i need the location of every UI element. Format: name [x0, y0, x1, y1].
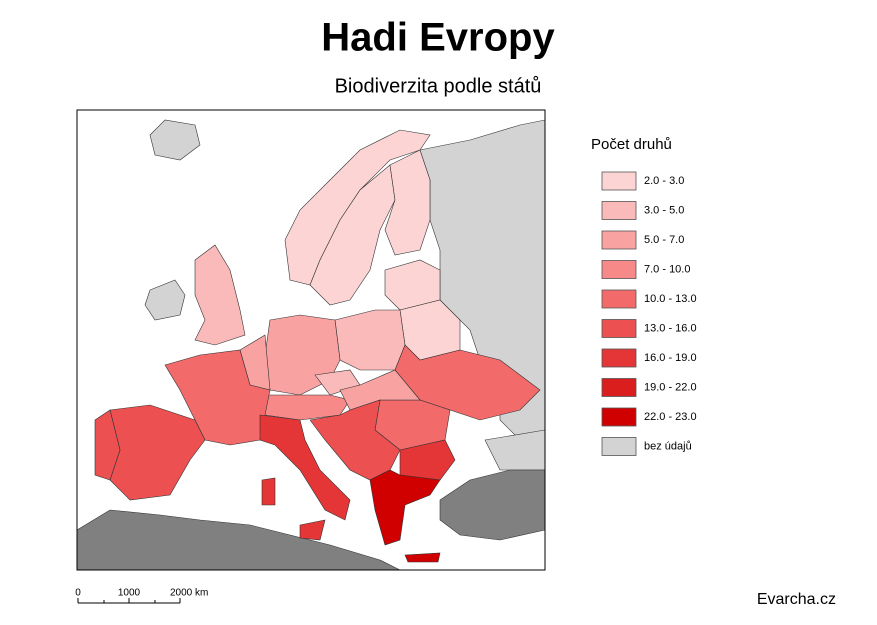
sicily — [299, 519, 326, 541]
legend-swatch — [601, 407, 637, 427]
uk — [194, 244, 246, 346]
scale-label: 0 — [75, 588, 81, 599]
legend-label: 16.0 - 19.0 — [644, 352, 697, 364]
legend-label: 3.0 - 5.0 — [644, 204, 684, 216]
legend-label: 22.0 - 23.0 — [644, 411, 697, 423]
legend-label: 19.0 - 22.0 — [644, 381, 697, 393]
scale-label: 2000 km — [170, 588, 208, 599]
iceland — [149, 119, 201, 161]
bulgaria — [399, 439, 456, 481]
austria-swiss — [259, 394, 351, 421]
portugal — [94, 409, 121, 481]
legend-swatch — [601, 171, 637, 191]
africa — [77, 509, 401, 570]
sardinia — [261, 477, 276, 506]
legend-swatch — [601, 289, 637, 309]
legend-label: 2.0 - 3.0 — [644, 175, 684, 187]
greece — [369, 469, 441, 546]
belarus-gray — [484, 429, 545, 471]
subtitle: Biodiverzita podle států — [335, 75, 542, 97]
italy — [259, 414, 351, 521]
turkey — [439, 469, 545, 541]
legend-label: 7.0 - 10.0 — [644, 263, 690, 275]
legend-label: bez údajů — [644, 440, 692, 452]
map-frame — [76, 109, 546, 571]
finland — [384, 149, 431, 256]
crete — [404, 552, 441, 563]
legend-title: Počet druhů — [591, 136, 672, 153]
legend-label: 13.0 - 16.0 — [644, 322, 697, 334]
ireland — [144, 279, 186, 321]
map — [77, 110, 545, 570]
poland — [334, 309, 406, 371]
scale-label: 1000 — [118, 588, 141, 599]
legend-swatch — [601, 348, 637, 368]
legend: 2.0 - 3.0 3.0 - 5.0 5.0 - 7.0 7.0 - 10.0 10.… — [601, 171, 697, 456]
legend-swatch — [601, 260, 637, 279]
legend-swatch — [601, 201, 637, 220]
legend-swatch — [601, 230, 637, 250]
credit: Evarcha.cz — [757, 591, 836, 608]
legend-label: 10.0 - 13.0 — [644, 293, 697, 305]
scale-bar: 0 1000 2000 km — [75, 588, 208, 604]
legend-label: 5.0 - 7.0 — [644, 234, 684, 246]
legend-swatch — [601, 378, 637, 397]
title: Hadi Evropy — [321, 16, 555, 60]
legend-swatch — [601, 437, 637, 456]
legend-swatch — [601, 319, 637, 338]
